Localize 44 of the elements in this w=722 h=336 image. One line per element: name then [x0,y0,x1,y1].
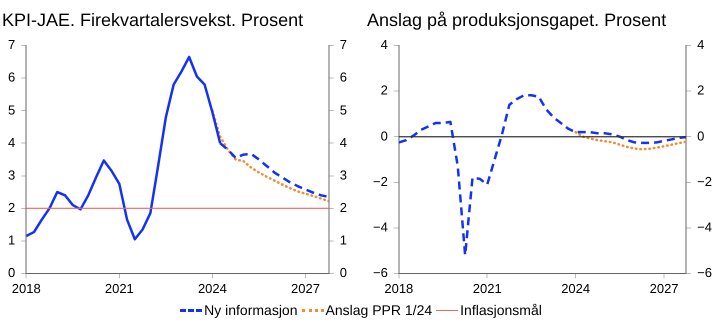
line-series [398,94,686,256]
y-tick-label: 7 [8,37,16,52]
y-tick-label: 6 [8,70,16,85]
x-tick-label: 2027 [650,280,679,296]
y2-tick-label: 4 [697,37,704,52]
legend-label: Ny informasjon [204,302,298,318]
y-tick-label: −6 [372,264,388,280]
y2-tick-label: 0 [697,128,704,144]
chart-title: KPI-JAE. Firekvartalersvekst. Prosent [2,10,304,30]
x-tick-label: 2027 [291,280,320,296]
y-tick-label: 3 [8,167,16,182]
line-series [574,130,686,150]
y-tick-label: −2 [372,174,388,189]
y2-tick-label: 1 [340,232,348,248]
y-tick-label: −4 [372,219,388,234]
y-tick-label: 2 [380,82,388,98]
y-tick-label: 0 [380,128,388,144]
y2-tick-label: 2 [697,82,704,98]
x-tick-label: 2021 [104,280,134,296]
x-tick-label: 2021 [472,280,502,296]
y2-tick-label: 7 [340,37,348,52]
y2-tick-label: 5 [340,102,348,118]
y2-tick-label: −4 [697,219,712,234]
y-tick-label: 0 [8,264,16,280]
legend-label: Anslag PPR 1/24 [326,302,432,318]
y-tick-label: 4 [380,37,388,52]
y-tick-label: 5 [8,102,16,118]
y-tick-label: 1 [8,232,16,248]
y2-tick-label: −2 [697,174,712,189]
line-series [211,109,329,202]
y2-tick-label: 0 [340,264,348,280]
y-tick-label: 2 [8,200,16,215]
chart-title: Anslag på produksjonsgapet. Prosent [367,10,666,30]
y2-tick-label: 2 [340,200,348,215]
legend-label: Inflasjonsmål [460,302,542,318]
x-tick-label: 2018 [384,280,414,296]
x-tick-label: 2024 [198,280,227,296]
y2-tick-label: −6 [697,264,712,280]
x-tick-label: 2024 [561,280,590,296]
y2-tick-label: 4 [340,134,348,150]
y2-tick-label: 6 [340,70,348,85]
y-tick-label: 4 [8,134,16,150]
y2-tick-label: 3 [340,167,348,182]
x-tick-label: 2018 [12,280,41,296]
